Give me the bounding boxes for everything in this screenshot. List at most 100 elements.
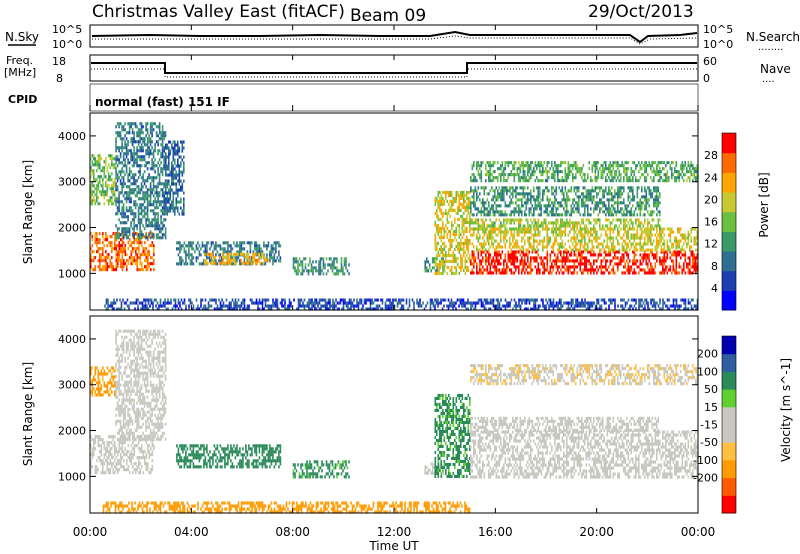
velocity-ytick-label-3: 4000 — [58, 333, 86, 346]
power-panel: 1000 2000 3000 4000 Slant Range [km] 4 8 12 16… — [21, 112, 771, 311]
power-colorbar-tick-4: 20 — [704, 193, 718, 206]
power-region-2 — [115, 122, 167, 240]
velocity-data-layer — [90, 329, 699, 514]
power-colorbar-tick-5: 24 — [704, 171, 718, 184]
nsky-trace — [91, 30, 698, 44]
velocity-colorbar: 200 100 50 15 -15 -50 -100 -200 — [693, 335, 737, 514]
xtick-label-3: 12:00 — [377, 525, 412, 539]
velocity-colorbar-swatch-3 — [722, 442, 736, 461]
nave-legend: .... — [762, 74, 775, 85]
nsky-label: N.Sky — [5, 30, 39, 44]
velocity-ytick-label-2: 3000 — [58, 379, 86, 392]
power-region-6 — [292, 257, 350, 276]
velocity-colorbar-swatch-9 — [722, 336, 736, 355]
power-region-13 — [470, 161, 699, 183]
power-region-3 — [163, 140, 185, 216]
velocity-colorbar-tick-4: -15 — [700, 419, 718, 432]
xtick-label-6: 00:00 — [681, 525, 716, 539]
power-colorbar-tick-3: 16 — [704, 216, 718, 229]
nsearch-trace — [92, 35, 698, 45]
power-region-5 — [204, 252, 269, 265]
velocity-colorbar-label-text: Velocity [m s^-1] — [779, 358, 793, 462]
power-colorbar-swatch-2 — [722, 251, 736, 272]
nsearch-label: N.Search — [746, 30, 800, 44]
power-ytick-label-3: 4000 — [58, 130, 86, 143]
power-region-1 — [90, 154, 116, 206]
xtick-label-0: 00:00 — [73, 525, 108, 539]
velocity-colorbar-tick-3: 15 — [704, 401, 718, 414]
xtick-label-5: 20:00 — [579, 525, 614, 539]
velocity-region-7 — [470, 430, 699, 479]
velocity-colorbar-swatch-8 — [722, 353, 736, 372]
freq-trace — [91, 62, 697, 74]
power-ytick-label-0: 1000 — [58, 267, 86, 280]
power-colorbar-tick-1: 8 — [711, 260, 718, 273]
power-colorbar-tick-6: 28 — [704, 149, 718, 162]
nsky-tick-top: 10^5 — [52, 23, 82, 36]
xaxis-label: Time UT — [368, 539, 419, 553]
nsearch-tick-top: 10^5 — [703, 23, 733, 36]
velocity-ytick-label-1: 2000 — [58, 425, 86, 438]
nsky-tick-bottom: 10^0 — [52, 38, 82, 51]
freq-unit-label: [MHz] — [4, 66, 36, 79]
power-colorbar-swatch-8 — [722, 133, 736, 154]
velocity-ytick-label-0: 1000 — [58, 470, 86, 483]
power-colorbar-swatch-4 — [722, 211, 736, 232]
power-ytick-label-2: 3000 — [58, 176, 86, 189]
velocity-panel: 1000 2000 3000 4000 Slant Range [km] 200 100… — [21, 315, 793, 514]
velocity-colorbar-swatch-5 — [722, 406, 736, 425]
velocity-colorbar-tick-5: -50 — [700, 436, 718, 449]
freq-label: Freq. — [6, 54, 33, 67]
power-ylabel: Slant Range [km] — [21, 160, 35, 264]
xtick-label-2: 08:00 — [275, 525, 310, 539]
velocity-region-5 — [424, 462, 444, 475]
power-colorbar-swatch-6 — [722, 172, 736, 193]
nave-tick-top: 60 — [703, 55, 717, 68]
nave-label: Nave — [760, 62, 791, 76]
power-region-12 — [470, 186, 661, 217]
velocity-colorbar-swatch-4 — [722, 424, 736, 443]
power-colorbar-tick-2: 12 — [704, 238, 718, 251]
velocity-region-6 — [434, 393, 471, 478]
nsearch-legend: ........ — [758, 42, 783, 53]
power-colorbar-swatch-7 — [722, 152, 736, 173]
power-colorbar-swatch-3 — [722, 231, 736, 252]
power-region-11 — [470, 218, 661, 231]
time-axis: 00:00 04:00 08:00 12:00 16:00 20:00 00:00 — [73, 25, 716, 539]
power-region-14 — [104, 298, 699, 311]
power-colorbar-label: Power [dB] — [757, 172, 771, 237]
power-region-8 — [434, 190, 471, 275]
velocity-colorbar-swatch-1 — [722, 477, 736, 496]
velocity-region-4 — [292, 460, 350, 479]
velocity-region-8 — [470, 416, 660, 432]
velocity-region-0 — [90, 435, 155, 475]
velocity-colorbar-swatch-6 — [722, 389, 736, 408]
power-colorbar: 4 8 12 16 20 24 28 — [704, 132, 737, 311]
date-label: 29/Oct/2013 — [588, 2, 694, 22]
xtick-label-1: 04:00 — [174, 525, 209, 539]
velocity-region-9 — [470, 364, 699, 386]
velocity-region-3 — [176, 444, 282, 469]
xtick-label-4: 16:00 — [478, 525, 513, 539]
power-region-0 — [90, 232, 155, 272]
power-colorbar-swatch-0 — [722, 290, 736, 311]
velocity-colorbar-swatch-0 — [722, 495, 736, 514]
velocity-colorbar-label: Velocity [m s^-1] — [779, 358, 793, 462]
power-colorbar-tick-0: 4 — [711, 282, 718, 295]
velocity-colorbar-tick-7: -200 — [693, 472, 718, 485]
noise-panel: N.Sky 10^5 10^0 10^5 10^0 N.Search .....… — [5, 23, 800, 53]
cpid-mode: normal (fast) 151 IF — [95, 95, 230, 109]
power-colorbar-swatch-5 — [722, 192, 736, 213]
freq-tick-bottom: 8 — [56, 72, 63, 85]
velocity-region-10 — [102, 501, 471, 514]
velocity-ylabel: Slant Range [km] — [21, 362, 35, 466]
nave-tick-bottom: 0 — [703, 72, 710, 85]
cpid-label: CPID — [8, 93, 37, 106]
frequency-panel: Freq. [MHz] 18 8 60 0 Nave .... — [4, 54, 791, 85]
velocity-region-2 — [115, 329, 167, 441]
velocity-colorbar-swatch-2 — [722, 459, 736, 479]
station-title: Christmas Valley East (fitACF) — [92, 2, 345, 22]
velocity-colorbar-tick-2: 50 — [704, 383, 718, 396]
velocity-colorbar-tick-0: 200 — [697, 348, 718, 361]
